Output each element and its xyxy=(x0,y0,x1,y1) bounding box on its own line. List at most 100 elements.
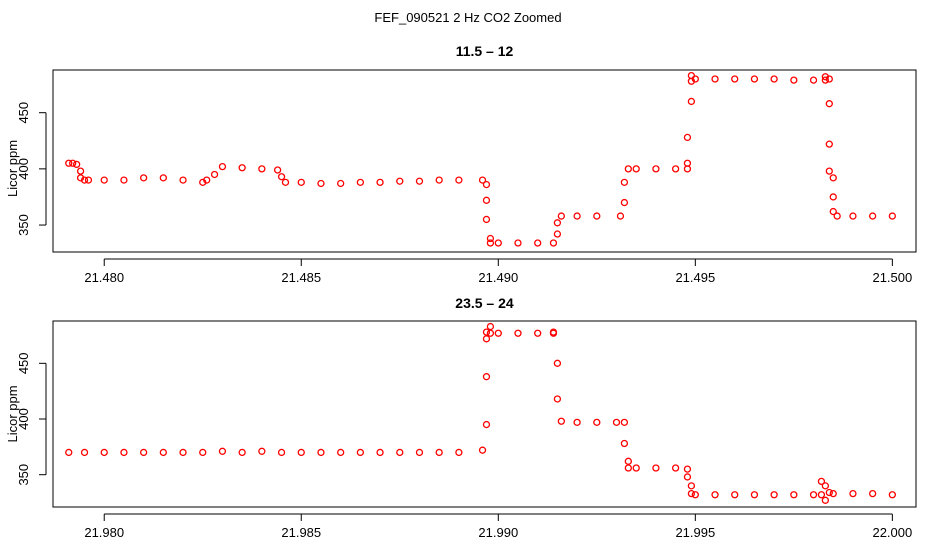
data-point xyxy=(687,97,696,106)
data-point xyxy=(376,448,384,457)
data-point xyxy=(482,335,491,343)
data-point xyxy=(277,173,286,181)
y-tick-label: 400 xyxy=(16,158,31,180)
data-point xyxy=(238,448,246,457)
panel-2-ylabel: Licor ppm xyxy=(5,385,20,442)
data-point xyxy=(514,239,522,247)
data-point xyxy=(534,329,542,337)
data-point xyxy=(817,491,826,499)
data-point xyxy=(494,329,502,337)
data-point xyxy=(849,489,857,498)
data-point xyxy=(435,176,443,184)
panel-2: 23.5 – 24 Licor ppm 21.980 21.985 21.990 21… xyxy=(5,295,917,540)
data-point xyxy=(72,160,81,169)
data-point xyxy=(482,328,491,336)
panel-2-plot-frame xyxy=(52,320,917,508)
data-point xyxy=(238,164,246,172)
data-point xyxy=(825,140,833,148)
data-point xyxy=(159,448,167,457)
data-point xyxy=(179,448,187,457)
data-point xyxy=(829,193,837,201)
data-point xyxy=(297,448,305,457)
data-point xyxy=(790,491,798,499)
data-point xyxy=(69,159,77,167)
panel-1-y-axis: 350 400 450 xyxy=(16,102,47,236)
data-point xyxy=(620,198,629,207)
data-point xyxy=(482,215,491,224)
data-point xyxy=(486,239,495,247)
data-point xyxy=(486,322,495,331)
panel-2-x-axis: 21.980 21.985 21.990 21.995 22.000 xyxy=(84,513,912,540)
data-point xyxy=(652,464,660,472)
data-point xyxy=(100,176,108,184)
panel-2-title: 23.5 – 24 xyxy=(455,295,514,311)
data-point xyxy=(683,465,692,473)
data-point xyxy=(159,174,167,182)
data-point xyxy=(65,448,73,457)
data-point xyxy=(534,239,542,247)
data-point xyxy=(829,207,837,216)
data-point xyxy=(825,167,833,175)
data-point xyxy=(620,418,629,427)
data-point xyxy=(612,418,621,427)
data-point xyxy=(683,159,692,167)
data-point xyxy=(549,328,558,336)
y-tick-label: 400 xyxy=(16,408,31,430)
data-point xyxy=(297,178,305,186)
data-point xyxy=(620,439,629,448)
data-point xyxy=(652,165,660,173)
x-tick-label: 21.480 xyxy=(84,270,124,285)
data-point xyxy=(829,174,837,182)
data-point xyxy=(455,176,463,184)
panel-1-plot-frame xyxy=(52,69,917,253)
data-point xyxy=(482,420,491,429)
data-point xyxy=(139,174,148,182)
panel-1-points xyxy=(65,71,897,247)
data-point xyxy=(869,212,877,220)
data-point xyxy=(415,448,424,457)
data-point xyxy=(478,446,487,454)
data-point xyxy=(455,448,463,457)
data-point xyxy=(258,165,266,173)
data-point xyxy=(218,162,227,171)
data-point xyxy=(593,212,601,220)
data-point xyxy=(120,448,128,457)
data-point xyxy=(632,165,640,173)
data-point xyxy=(711,75,719,83)
data-point xyxy=(396,448,404,457)
data-point xyxy=(821,76,830,84)
data-point xyxy=(683,473,692,481)
data-point xyxy=(821,496,830,504)
data-point xyxy=(482,196,491,204)
data-point xyxy=(65,159,73,167)
data-point xyxy=(849,212,857,220)
data-point xyxy=(573,418,581,427)
figure-title: FEF_090521 2 Hz CO2 Zoomed xyxy=(374,10,561,25)
data-point xyxy=(593,418,601,427)
data-point xyxy=(396,177,404,185)
data-point xyxy=(770,75,778,83)
data-point xyxy=(435,448,443,457)
data-point xyxy=(482,373,491,381)
y-tick-label: 350 xyxy=(16,464,31,486)
data-point xyxy=(258,447,266,455)
x-tick-label: 21.990 xyxy=(478,525,518,540)
data-point xyxy=(691,75,699,83)
x-tick-label: 21.490 xyxy=(478,270,518,285)
data-point xyxy=(486,234,495,243)
data-point xyxy=(770,491,778,499)
data-point xyxy=(624,165,632,173)
data-point xyxy=(888,212,897,220)
data-point xyxy=(376,178,384,186)
data-point xyxy=(809,76,818,84)
x-tick-label: 21.495 xyxy=(675,270,715,285)
data-point xyxy=(553,219,562,227)
data-point xyxy=(553,230,562,238)
data-point xyxy=(494,239,502,247)
data-point xyxy=(825,100,833,108)
data-point xyxy=(415,177,424,185)
data-point xyxy=(731,491,739,499)
data-point xyxy=(691,491,699,499)
